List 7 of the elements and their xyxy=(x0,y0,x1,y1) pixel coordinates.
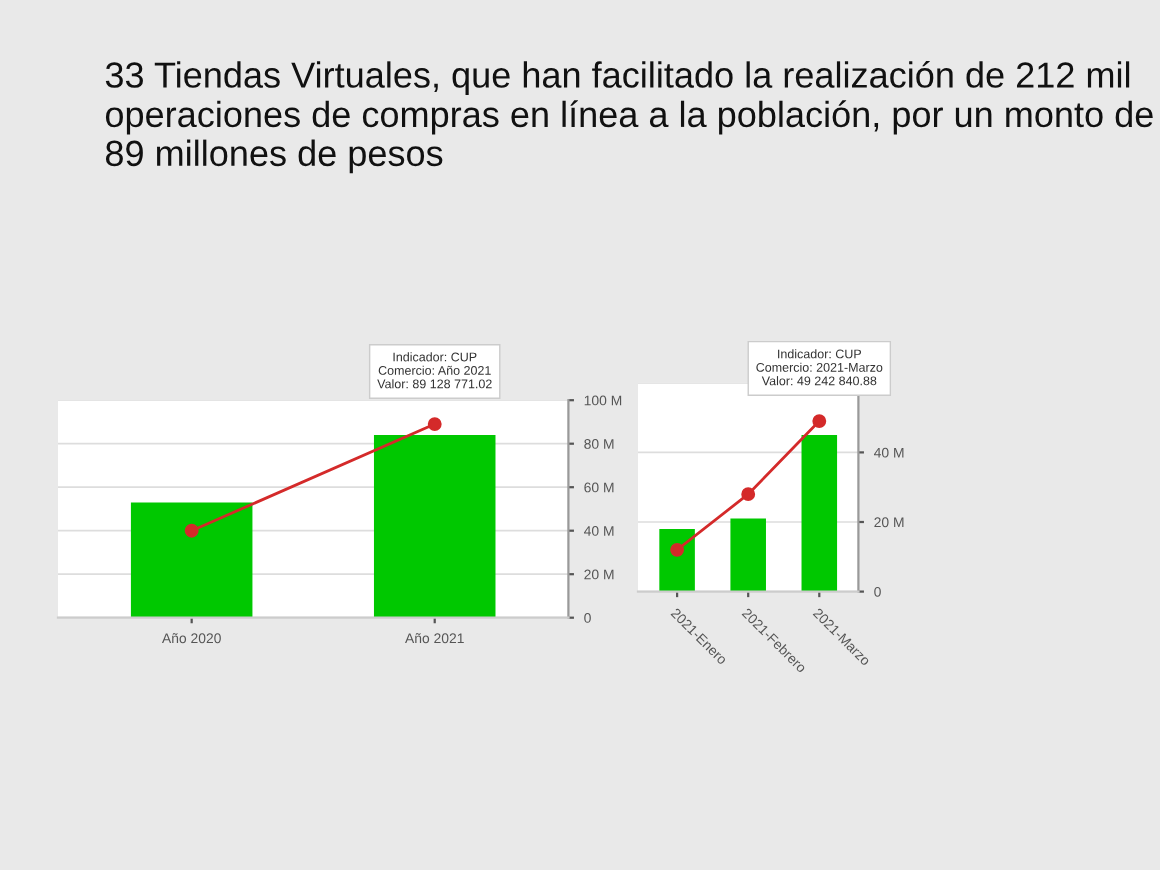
bar xyxy=(659,528,695,592)
bar xyxy=(730,518,766,592)
point xyxy=(812,414,827,429)
bar xyxy=(801,435,838,592)
point xyxy=(670,542,685,557)
chart-title: 33 Tiendas Virtuales, que han facilitado la realización de 212 mil operaciones de compras en línea a la población, por un monto de 89 millones de pesos xyxy=(105,60,1153,174)
point xyxy=(741,487,756,502)
